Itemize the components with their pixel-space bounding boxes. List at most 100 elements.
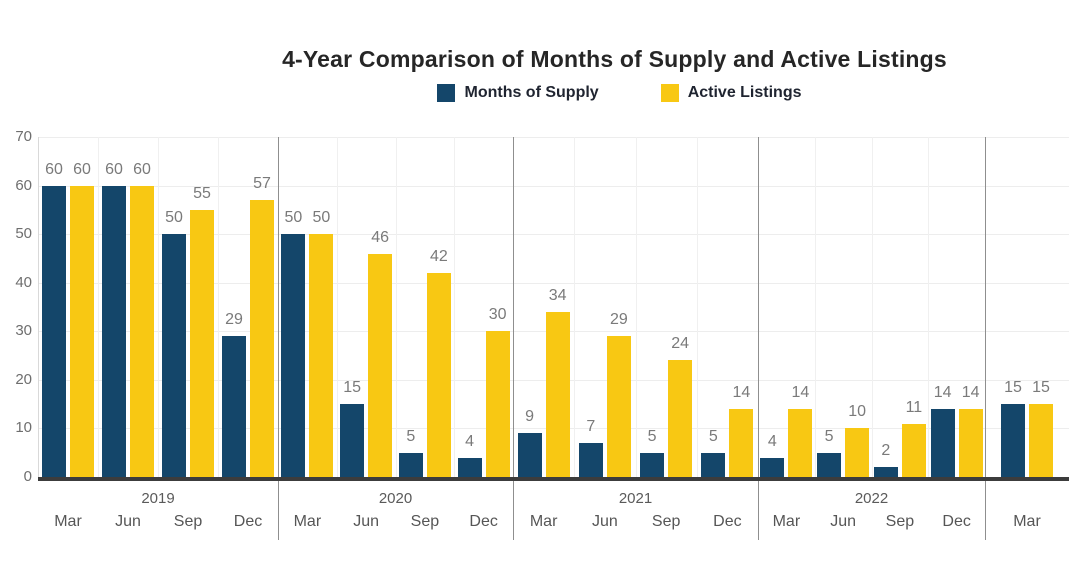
bar-value-label: 29 xyxy=(609,311,628,329)
bar-months_of_supply-2022-Dec[interactable] xyxy=(930,409,955,477)
x-axis-month-label: Mar xyxy=(54,513,82,530)
legend-item-months-of-supply[interactable]: Months of Supply xyxy=(437,84,599,102)
bar-months_of_supply-2019-Dec[interactable] xyxy=(222,336,246,477)
bar-months_of_supply-2022-Mar[interactable] xyxy=(760,457,785,477)
column-gridline xyxy=(158,137,159,477)
bar-value-label: 2 xyxy=(881,442,891,460)
x-axis-year-label: 2022 xyxy=(854,490,889,507)
bar-months_of_supply-2019-Jun[interactable] xyxy=(102,185,126,477)
bar-active_listings-2020-Sep[interactable] xyxy=(426,273,451,477)
y-gridline xyxy=(38,234,1069,236)
bar-value-label: 57 xyxy=(253,175,271,193)
x-axis-month-label: Mar xyxy=(529,513,558,530)
chart-title: 4-Year Comparison of Months of Supply an… xyxy=(282,46,947,72)
bar-active_listings-2020-Jun[interactable] xyxy=(368,253,393,477)
x-axis-month-label: Dec xyxy=(233,513,263,530)
column-gridline xyxy=(635,137,637,477)
column-gridline xyxy=(395,137,397,477)
column-gridline xyxy=(218,137,219,477)
bar-value-label: 4 xyxy=(767,432,777,450)
y-axis-tick-label: 0 xyxy=(23,468,32,485)
bar-value-label: 5 xyxy=(708,427,718,445)
bar-active_listings-2019-Mar[interactable] xyxy=(70,185,94,477)
bar-months_of_supply-2019-Sep[interactable] xyxy=(162,234,186,477)
x-axis-month-label: Jun xyxy=(115,513,141,530)
y-gridline xyxy=(38,282,1069,284)
bar-value-label: 14 xyxy=(961,384,980,401)
bar-months_of_supply-2022-Jun[interactable] xyxy=(817,452,842,477)
x-axis-month-label: Jun xyxy=(353,513,380,530)
bar-value-label: 14 xyxy=(933,384,952,401)
bar-active_listings-last-Mar[interactable] xyxy=(1029,404,1053,477)
y-axis-tick-label: 50 xyxy=(15,225,32,243)
x-axis-year-label: 2019 xyxy=(141,490,175,507)
bar-active_listings-2022-Mar[interactable] xyxy=(788,409,813,477)
bar-months_of_supply-2021-Mar[interactable] xyxy=(517,433,542,477)
bar-active_listings-2020-Dec[interactable] xyxy=(485,331,510,477)
bar-active_listings-2021-Jun[interactable] xyxy=(606,336,631,477)
year-divider-line xyxy=(985,137,986,540)
bar-months_of_supply-2021-Sep[interactable] xyxy=(640,452,665,477)
bar-active_listings-2021-Sep[interactable] xyxy=(668,360,693,477)
bar-value-label: 60 xyxy=(133,160,151,178)
bar-value-label: 60 xyxy=(45,160,63,178)
bar-value-label: 11 xyxy=(905,398,923,416)
column-gridline xyxy=(336,137,338,477)
x-axis-month-label: Sep xyxy=(410,513,440,530)
bar-value-label: 5 xyxy=(824,427,834,445)
y-axis-tick-label: 60 xyxy=(15,176,32,194)
bar-months_of_supply-2021-Dec[interactable] xyxy=(701,452,726,477)
column-gridline xyxy=(814,137,816,477)
year-divider-line xyxy=(278,137,279,540)
bar-value-label: 5 xyxy=(647,427,657,445)
bar-value-label: 15 xyxy=(1032,379,1050,397)
bar-value-label: 42 xyxy=(429,248,448,265)
x-axis-line xyxy=(38,477,1069,481)
bar-active_listings-2022-Jun[interactable] xyxy=(845,428,870,477)
bar-value-label: 4 xyxy=(465,432,475,450)
column-gridline xyxy=(696,137,698,477)
bar-value-label: 14 xyxy=(791,384,810,401)
legend-label-active-listings: Active Listings xyxy=(687,84,802,101)
x-axis-month-label: Sep xyxy=(173,513,203,530)
x-axis-month-label: Mar xyxy=(772,513,801,530)
bar-months_of_supply-2022-Sep[interactable] xyxy=(873,467,898,477)
bar-value-label: 50 xyxy=(165,209,183,227)
bar-value-label: 60 xyxy=(105,160,123,178)
bar-months_of_supply-2020-Sep[interactable] xyxy=(398,452,423,477)
bar-active_listings-2022-Dec[interactable] xyxy=(958,409,983,477)
bar-active_listings-2019-Sep[interactable] xyxy=(190,209,214,477)
bar-active_listings-2021-Dec[interactable] xyxy=(729,409,754,477)
bar-months_of_supply-last-Mar[interactable] xyxy=(1001,404,1025,477)
x-axis-month-label: Sep xyxy=(885,513,915,530)
bar-value-label: 46 xyxy=(371,228,390,246)
y-axis-tick-label: 30 xyxy=(15,322,32,340)
x-axis-month-label: Jun xyxy=(591,513,618,530)
x-axis-month-label: Mar xyxy=(293,513,322,530)
column-gridline xyxy=(928,137,930,477)
x-axis-month-label: Dec xyxy=(942,513,971,530)
x-axis-month-label: Dec xyxy=(469,513,498,530)
bar-months_of_supply-2019-Mar[interactable] xyxy=(42,185,66,477)
bar-months_of_supply-2020-Mar[interactable] xyxy=(281,234,306,477)
bar-months_of_supply-2020-Dec[interactable] xyxy=(457,457,482,477)
plot-left-border xyxy=(38,137,39,477)
bar-value-label: 5 xyxy=(406,427,416,445)
year-divider-line xyxy=(513,137,514,540)
bar-months_of_supply-2021-Jun[interactable] xyxy=(578,443,603,477)
x-axis-month-label: Dec xyxy=(713,513,742,530)
bar-active_listings-2019-Jun[interactable] xyxy=(130,185,154,477)
legend: Months of Supply Active Listings xyxy=(170,84,1069,102)
x-axis-month-label: Jun xyxy=(830,513,857,530)
bar-active_listings-2022-Sep[interactable] xyxy=(901,423,926,477)
bar-active_listings-2019-Dec[interactable] xyxy=(250,200,274,477)
bar-value-label: 60 xyxy=(73,160,91,178)
legend-item-active-listings[interactable]: Active Listings xyxy=(660,84,802,102)
bar-active_listings-2020-Mar[interactable] xyxy=(309,234,334,477)
bar-months_of_supply-2020-Jun[interactable] xyxy=(340,404,365,477)
bar-active_listings-2021-Mar[interactable] xyxy=(545,311,570,477)
bar-value-label: 7 xyxy=(586,418,596,435)
year-divider-line xyxy=(758,137,759,540)
bar-value-label: 50 xyxy=(284,209,303,227)
